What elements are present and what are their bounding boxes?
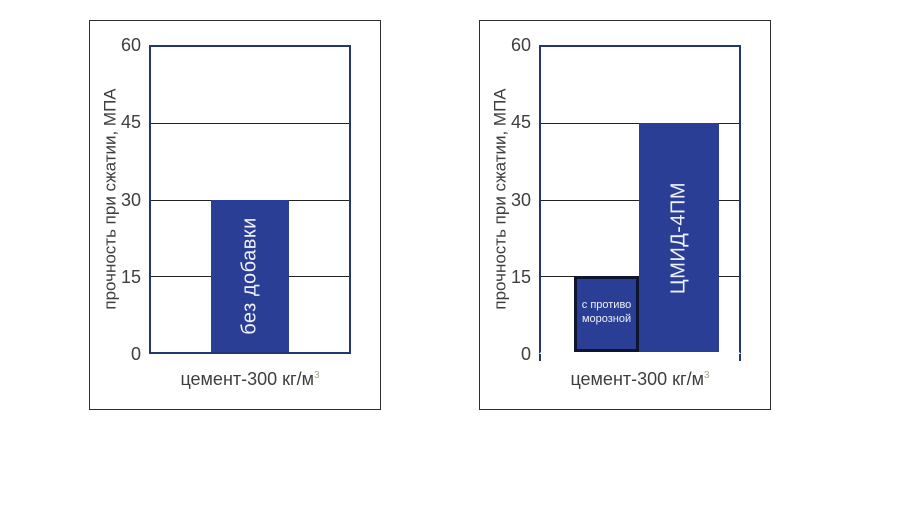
x-axis-title-text: цемент-300 кг/м <box>570 369 704 389</box>
gridline-45 <box>151 123 349 125</box>
bar-label-cmid-4pm: ЦМИД-4ПМ <box>667 181 690 294</box>
bar-label-bez-dobavki: без добавки <box>238 216 261 335</box>
y-tick-label-0: 0 <box>130 344 141 364</box>
y-tick-label-15: 15 <box>510 266 531 287</box>
chart-panel-no-additive: прочность при сжатии, МПА 0 15 30 45 60 без … <box>89 20 381 410</box>
x-axis-title-superscript: 3 <box>703 370 710 381</box>
x-axis-title-superscript: 3 <box>313 370 320 381</box>
bar-label-line: с противо <box>581 298 632 311</box>
chart-panel-with-additives: прочность при сжатии, МПА 0 15 30 45 60 с пр… <box>479 20 771 410</box>
y-axis-tick-labels: 0 15 30 45 60 <box>90 35 145 364</box>
y-tick-label-60: 60 <box>510 35 531 55</box>
bar-label-s-protivomoroznoy: с противо морозной <box>577 298 636 326</box>
plot-area: без добавки <box>149 45 351 354</box>
x-axis-title-text: цемент-300 кг/м <box>180 369 314 389</box>
y-tick-label-30: 30 <box>120 189 141 210</box>
y-tick-label-60: 60 <box>120 35 141 55</box>
y-axis-tick-labels: 0 15 30 45 60 <box>480 35 535 364</box>
bar-bez-dobavki: без добавки <box>210 199 289 352</box>
bar-label-line: морозной <box>581 312 632 325</box>
bar-cmid-4pm: ЦМИД-4ПМ <box>639 123 719 352</box>
bar-s-protivomoroznoy: с противо морозной <box>574 275 639 352</box>
y-tick-label-15: 15 <box>120 266 141 287</box>
plot-area: с противо морозной ЦМИД-4ПМ <box>539 45 741 361</box>
x-axis-title: цемент-300 кг/м3 <box>535 369 745 393</box>
y-tick-label-45: 45 <box>120 112 141 133</box>
axis-edge-stub-left <box>539 354 541 361</box>
y-tick-label-0: 0 <box>520 344 531 364</box>
y-tick-label-30: 30 <box>510 189 531 210</box>
y-tick-label-45: 45 <box>510 112 531 133</box>
axis-edge-stub-right <box>739 354 741 361</box>
x-axis-title: цемент-300 кг/м3 <box>145 369 355 393</box>
